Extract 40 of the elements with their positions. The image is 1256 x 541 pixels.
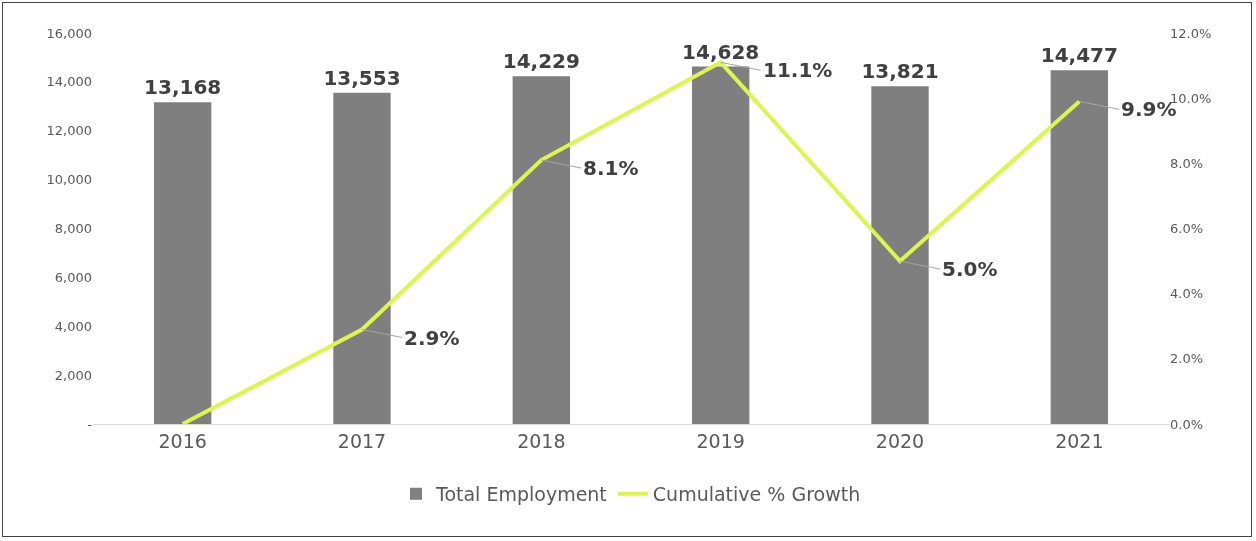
data-label: 8.1% <box>583 156 639 180</box>
legend-label: Cumulative % Growth <box>652 483 861 506</box>
data-label: 14,628 <box>682 39 760 64</box>
y2-tick-label: 2.0% <box>1170 351 1204 367</box>
legend-label: Total Employment <box>435 483 607 506</box>
x-tick-label: 2018 <box>517 429 566 452</box>
bar <box>871 86 929 424</box>
x-tick-label: 2016 <box>158 429 207 452</box>
y2-tick-label: 0.0% <box>1170 416 1204 432</box>
y-tick-label: 6,000 <box>54 269 92 285</box>
data-label: 11.1% <box>763 58 833 82</box>
y-tick-label: 16,000 <box>46 25 92 41</box>
y2-tick-label: 6.0% <box>1170 221 1204 237</box>
y-tick-label: 14,000 <box>46 74 92 90</box>
data-label: 2.9% <box>404 326 460 350</box>
y2-tick-label: 4.0% <box>1170 286 1204 302</box>
y2-tick-label: 8.0% <box>1170 155 1204 171</box>
x-tick-label: 2017 <box>337 429 387 452</box>
bar <box>512 76 571 424</box>
y-tick-label: 2,000 <box>54 367 92 383</box>
bar <box>153 102 212 424</box>
data-label: 13,553 <box>323 65 401 90</box>
bar <box>333 92 391 424</box>
x-tick-label: 2020 <box>875 429 925 452</box>
data-label: 5.0% <box>942 257 998 281</box>
bar <box>1050 70 1109 424</box>
bar <box>691 66 750 424</box>
y-tick-label: 10,000 <box>46 172 92 188</box>
y-tick-label: 12,000 <box>46 123 92 139</box>
y-tick-label: 8,000 <box>54 221 92 237</box>
data-label: 13,168 <box>144 75 222 100</box>
data-label: 13,821 <box>861 59 939 84</box>
y-tick-label: - <box>87 416 93 432</box>
y2-tick-label: 10.0% <box>1170 90 1212 106</box>
y-tick-label: 4,000 <box>54 318 92 334</box>
x-tick-label: 2019 <box>696 429 745 452</box>
data-label: 14,477 <box>1040 43 1118 68</box>
y2-tick-label: 12.0% <box>1170 25 1212 41</box>
x-tick-label: 2021 <box>1055 429 1104 452</box>
data-label: 14,229 <box>502 49 580 74</box>
